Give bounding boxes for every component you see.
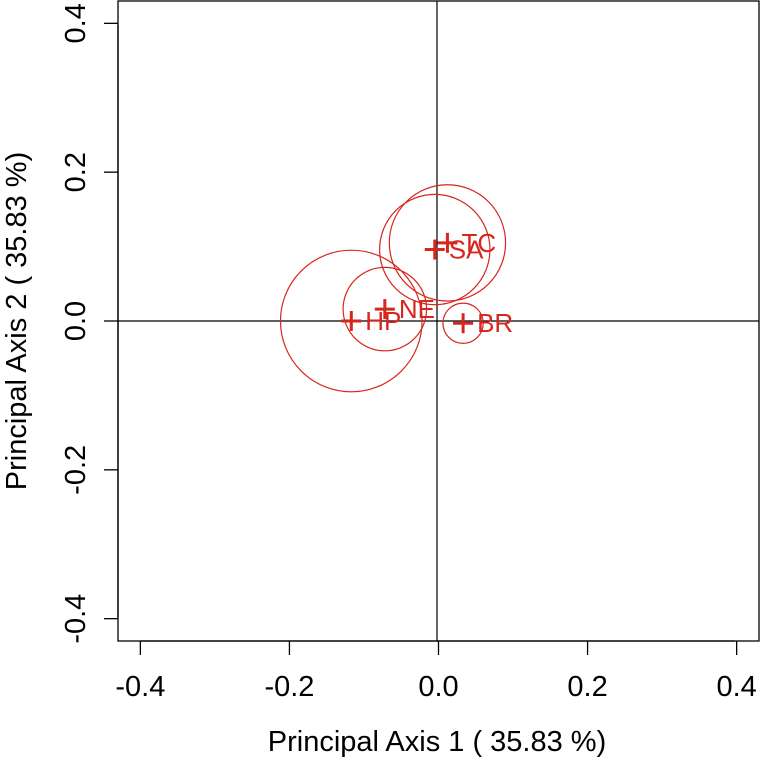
point-circle-hp	[279, 249, 423, 393]
point-sa: SA	[424, 235, 484, 265]
point-label-br: BR	[477, 308, 513, 338]
point-ne: NE	[374, 294, 435, 324]
x-tick-label: 0.4	[716, 671, 756, 703]
point-label-sa: SA	[449, 235, 484, 265]
point-label-tc: TC	[461, 228, 496, 258]
y-tick-label: 0.0	[60, 301, 92, 341]
y-axis: -0.4 -0.2 0.0 0.2 0.4	[60, 3, 119, 644]
y-tick-label: -0.4	[60, 594, 92, 644]
point-br: BR	[453, 308, 513, 338]
point-circle-tc	[388, 184, 507, 302]
point-tc: TC	[437, 228, 496, 258]
point-label-ne: NE	[399, 294, 435, 324]
x-axis-title: Principal Axis 1 ( 35.83 %)	[268, 726, 606, 758]
x-tick-label: 0.0	[418, 671, 458, 703]
x-tick-label: -0.2	[264, 671, 314, 703]
y-axis-title: Principal Axis 2 ( 35.83 %)	[1, 152, 33, 490]
y-tick-label: -0.2	[60, 445, 92, 495]
point-circle-br	[442, 302, 484, 344]
point-circle-ne	[342, 266, 428, 352]
x-tick-label: 0.2	[567, 671, 607, 703]
x-tick-label: -0.4	[115, 671, 165, 703]
point-circle-sa	[379, 193, 491, 306]
y-tick-label: 0.2	[60, 152, 92, 192]
y-tick-label: 0.4	[60, 3, 92, 43]
x-axis: -0.4 -0.2 0.0 0.2 0.4	[115, 640, 757, 703]
